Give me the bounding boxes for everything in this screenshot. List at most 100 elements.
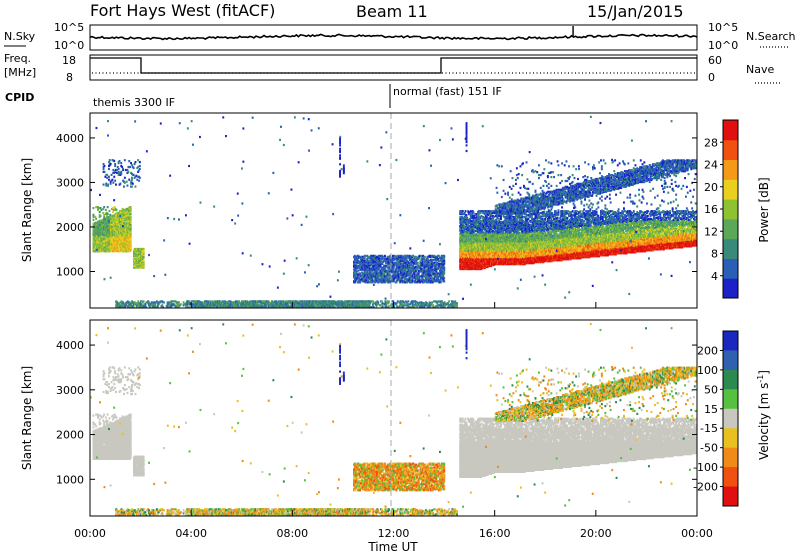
power-cell (103, 168, 105, 170)
power-cell (387, 274, 389, 276)
power-cell (434, 255, 436, 257)
power-cell (131, 164, 133, 166)
power-cell (392, 255, 394, 257)
power-cell (411, 271, 413, 273)
power-cell (400, 258, 402, 260)
power-cell (355, 263, 357, 265)
power-cell (466, 222, 468, 224)
power-cell (130, 224, 132, 226)
power-cell (139, 161, 141, 163)
power-cell (409, 265, 411, 267)
power-cell (439, 263, 441, 265)
power-cell (381, 269, 383, 271)
power-cell (443, 258, 445, 260)
power-cell (359, 272, 361, 274)
power-cell (462, 223, 464, 225)
power-cell (95, 218, 97, 220)
power-cell (407, 257, 409, 259)
power-cell (138, 180, 140, 182)
power-cell (357, 265, 359, 267)
power-cell (137, 166, 139, 168)
power-cell (106, 174, 108, 176)
power-cell (114, 180, 116, 182)
power-cell (427, 256, 429, 258)
power-cell (393, 264, 395, 266)
nsearch-tick-top: 10^5 (708, 21, 738, 34)
nsky-label: N.Sky (4, 30, 36, 43)
power-cell (143, 250, 145, 252)
power-cell (130, 213, 132, 215)
power-cell (480, 229, 482, 231)
power-cell (127, 185, 129, 187)
power-cell (443, 270, 445, 272)
power-cell (130, 216, 132, 218)
power-cell (432, 277, 434, 279)
power-cell (423, 264, 425, 266)
power-cell (434, 264, 436, 266)
cpid-mode-1: themis 3300 IF (93, 96, 175, 109)
nsky-tick-bottom: 10^0 (54, 39, 84, 52)
power-cell (412, 255, 414, 257)
power-cell (416, 269, 418, 271)
power-cell (404, 260, 406, 262)
power-cell (412, 281, 414, 283)
power-cell (112, 211, 114, 213)
nsearch-tick-bottom: 10^0 (708, 39, 738, 52)
nave-tick-top: 60 (708, 54, 722, 67)
power-cell (359, 281, 361, 283)
freq-panel-frame (90, 55, 697, 80)
power-cell (131, 177, 133, 179)
power-cell (417, 262, 419, 264)
power-cell (115, 184, 117, 186)
station-title: Fort Hays West (fitACF) (90, 1, 275, 20)
power-cell (112, 182, 114, 184)
power-cell (105, 183, 107, 185)
power-cell (429, 255, 431, 257)
nsky-line (90, 34, 697, 39)
power-cell (424, 261, 426, 263)
power-cell (373, 271, 375, 273)
power-cell (431, 259, 433, 261)
power-cell (481, 230, 483, 232)
power-cell (369, 263, 371, 265)
power-cell (101, 209, 103, 211)
power-cell (419, 281, 421, 283)
power-cell (396, 272, 398, 274)
power-cell (93, 216, 95, 218)
power-cell (364, 275, 366, 277)
freq-label: Freq. (4, 52, 31, 65)
power-cell (123, 186, 125, 188)
power-cell (120, 183, 122, 185)
power-cell (104, 165, 106, 167)
power-cell (440, 280, 442, 282)
power-cell (103, 214, 105, 216)
power-cell (462, 233, 464, 235)
power-cell (464, 228, 466, 230)
power-cell (130, 219, 132, 221)
power-cell (358, 260, 360, 262)
power-cell (111, 174, 113, 176)
power-cell (130, 206, 132, 208)
power-cell (124, 177, 126, 179)
power-cell (422, 273, 424, 275)
power-cell (121, 166, 123, 168)
power-cell (120, 162, 122, 164)
power-cell (120, 171, 122, 173)
power-cell (471, 220, 473, 222)
power-cell (492, 230, 494, 232)
cpid-label: CPID (5, 91, 34, 104)
power-cell (114, 165, 116, 167)
power-cell (443, 260, 445, 262)
power-cell (409, 269, 411, 271)
power-cell (426, 277, 428, 279)
nsearch-label: N.Search (746, 30, 796, 43)
power-cell (135, 186, 137, 188)
power-cell (422, 278, 424, 280)
power-cell (384, 255, 386, 257)
power-cell (358, 277, 360, 279)
power-cell (395, 262, 397, 264)
power-cell (355, 256, 357, 258)
power-cell (423, 258, 425, 260)
freq-unit-label: [MHz] (4, 66, 36, 79)
